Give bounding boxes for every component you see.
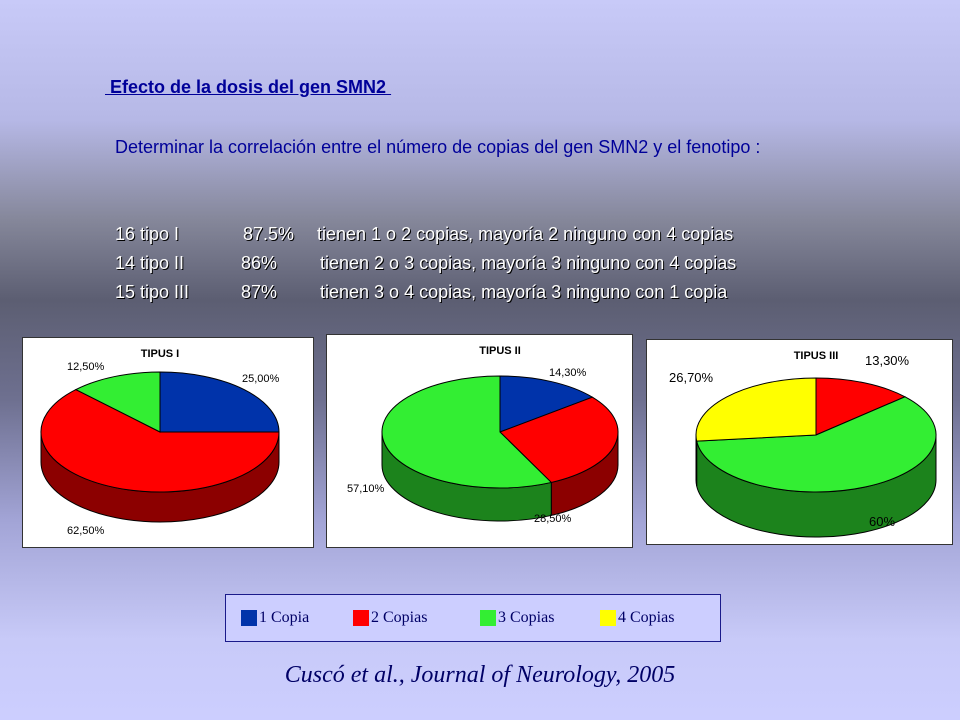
pie-chart-tipus-2: TIPUS II 14,30% 28,50% 57,10%	[347, 345, 619, 525]
legend-item-1-copia: 1 Copia	[241, 608, 309, 628]
fact-type: 14 tipo II	[115, 253, 185, 273]
chart-tipus-2: TIPUS II 14,30% 28,50% 57,10%	[326, 334, 633, 548]
intro-text: Determinar la correlación entre el númer…	[115, 137, 761, 157]
fact-type: 15 tipo III	[115, 282, 190, 302]
legend-label: 4 Copias	[618, 609, 675, 626]
pie-data-label: 25,00%	[242, 373, 280, 385]
legend-swatch	[353, 610, 369, 626]
legend-swatch	[241, 610, 257, 626]
fact-row-tipo-1: 16 tipo I 87.5% tienen 1 o 2 copias, may…	[115, 224, 733, 253]
pie-slice	[499, 396, 619, 483]
chart-tipus-1: TIPUS I 25,00% 62,50% 12,50%	[22, 337, 314, 548]
pie-data-label: 12,50%	[67, 361, 105, 373]
pie-data-label: 60%	[869, 514, 895, 529]
facts-block: 16 tipo I 87.5% tienen 1 o 2 copias, may…	[115, 224, 736, 311]
chart-tipus-3: TIPUS III 13,30% 60% 26,70%	[646, 339, 953, 545]
pie-slice	[74, 371, 161, 433]
legend-swatch	[600, 610, 616, 626]
pie-chart-tipus-3: TIPUS III 13,30% 60% 26,70%	[669, 350, 937, 538]
pie-data-label: 62,50%	[67, 525, 105, 537]
legend-label: 1 Copia	[259, 609, 310, 626]
slide-title: Efecto de la dosis del gen SMN2	[105, 77, 392, 97]
legend-item-2-copias: 2 Copias	[353, 608, 427, 628]
pie-slice	[499, 375, 594, 433]
pie-data-label: 57,10%	[347, 483, 385, 495]
pie-data-label: 14,30%	[549, 367, 587, 379]
pie-slice	[40, 389, 280, 493]
fact-percent: 87%	[241, 282, 278, 302]
pie-slice	[696, 396, 937, 493]
legend-label: 3 Copias	[498, 609, 555, 626]
pie-title: TIPUS II	[479, 345, 521, 357]
citation: Cuscó et al., Journal of Neurology, 2005	[284, 662, 676, 688]
pie-data-label: 26,70%	[669, 370, 714, 385]
legend-item-4-copias: 4 Copias	[600, 608, 674, 628]
pie-title: TIPUS I	[141, 348, 180, 360]
pie-data-label: 28,50%	[534, 513, 572, 525]
fact-percent: 87.5%	[243, 224, 295, 244]
legend-item-3-copias: 3 Copias	[480, 608, 554, 628]
legend-label: 2 Copias	[371, 609, 428, 626]
pie-slice	[695, 377, 817, 442]
pie-chart-tipus-1: TIPUS I 25,00% 62,50% 12,50%	[40, 348, 280, 537]
fact-text: tienen 1 o 2 copias, mayoría 2 ninguno c…	[317, 224, 734, 244]
pie-slice	[815, 377, 907, 436]
pie-title: TIPUS III	[794, 350, 839, 362]
fact-type: 16 tipo I	[115, 224, 180, 244]
fact-row-tipo-2: 14 tipo II 86% tienen 2 o 3 copias, mayo…	[115, 253, 736, 282]
pie-slice	[159, 371, 280, 433]
fact-text: tienen 2 o 3 copias, mayoría 3 ninguno c…	[320, 253, 737, 273]
fact-row-tipo-3: 15 tipo III 87% tienen 3 o 4 copias, may…	[115, 282, 727, 311]
pie-data-label: 13,30%	[865, 353, 910, 368]
legend-swatch	[480, 610, 496, 626]
chart-legend: 1 Copia 2 Copias 3 Copias 4 Copias	[225, 594, 721, 642]
fact-text: tienen 3 o 4 copias, mayoría 3 ninguno c…	[320, 282, 728, 302]
pie-slice	[381, 375, 553, 489]
fact-percent: 86%	[241, 253, 278, 273]
